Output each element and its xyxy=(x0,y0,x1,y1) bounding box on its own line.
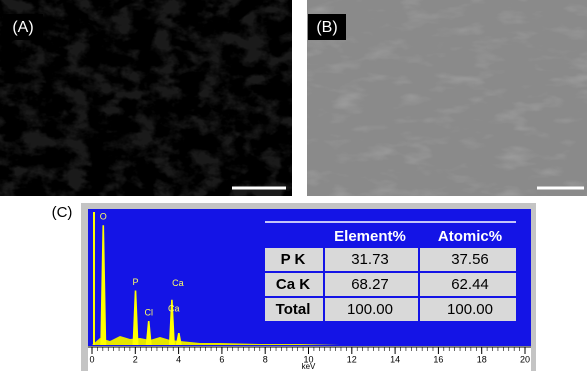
figure: (A) (B) (C) 02468101214161820keVOPClCaCa… xyxy=(0,0,587,371)
panel-label: (C) xyxy=(52,204,73,221)
table-value: 100.00 xyxy=(447,301,493,318)
peak-label: P xyxy=(133,277,139,287)
x-tick-label: 0 xyxy=(89,354,94,364)
x-tick-label: 6 xyxy=(219,354,224,364)
x-tick-label: 18 xyxy=(477,354,487,364)
peak-label: Ca xyxy=(172,278,184,288)
table-value: 100.00 xyxy=(347,301,393,318)
table-value: 37.56 xyxy=(451,251,489,268)
page: {"panels": {"a": "(A)", "b": "(B)", "c":… xyxy=(0,0,587,371)
x-tick-label: 16 xyxy=(433,354,443,364)
sem-image-b: (B) xyxy=(307,0,587,196)
table-value: 62.44 xyxy=(451,276,489,293)
x-tick-label: 4 xyxy=(176,354,181,364)
sem-image-a: (A) xyxy=(0,0,292,196)
x-axis-label: keV xyxy=(302,362,316,371)
column-header: Element% xyxy=(334,228,406,245)
peak-label: Ca xyxy=(168,303,180,313)
row-header: Ca K xyxy=(276,276,310,293)
panel-label: (A) xyxy=(12,19,33,36)
peak-label: O xyxy=(100,212,107,222)
x-tick-label: 14 xyxy=(390,354,400,364)
panel-label: (B) xyxy=(316,19,337,36)
row-header: Total xyxy=(276,301,311,318)
table-value: 31.73 xyxy=(351,251,389,268)
column-header: Atomic% xyxy=(438,228,502,245)
table-value: 68.27 xyxy=(351,276,389,293)
x-tick-label: 12 xyxy=(347,354,357,364)
x-tick-label: 2 xyxy=(133,354,138,364)
peak-label: Cl xyxy=(144,307,153,317)
x-tick-label: 20 xyxy=(520,354,530,364)
row-header: P K xyxy=(281,251,306,268)
x-tick-label: 8 xyxy=(263,354,268,364)
